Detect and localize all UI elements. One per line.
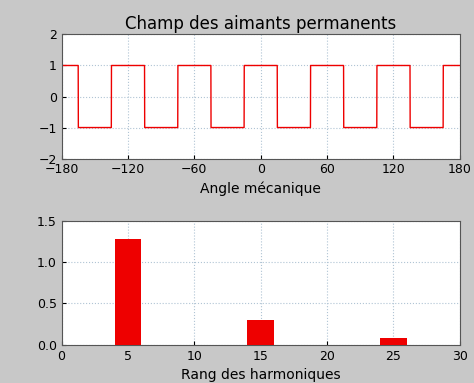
Bar [247, 320, 274, 345]
X-axis label: Rang des harmoniques: Rang des harmoniques [181, 368, 340, 382]
X-axis label: Angle mécanique: Angle mécanique [200, 182, 321, 196]
Bar [380, 339, 407, 345]
Bar [115, 239, 141, 345]
Title: Champ des aimants permanents: Champ des aimants permanents [125, 15, 396, 33]
